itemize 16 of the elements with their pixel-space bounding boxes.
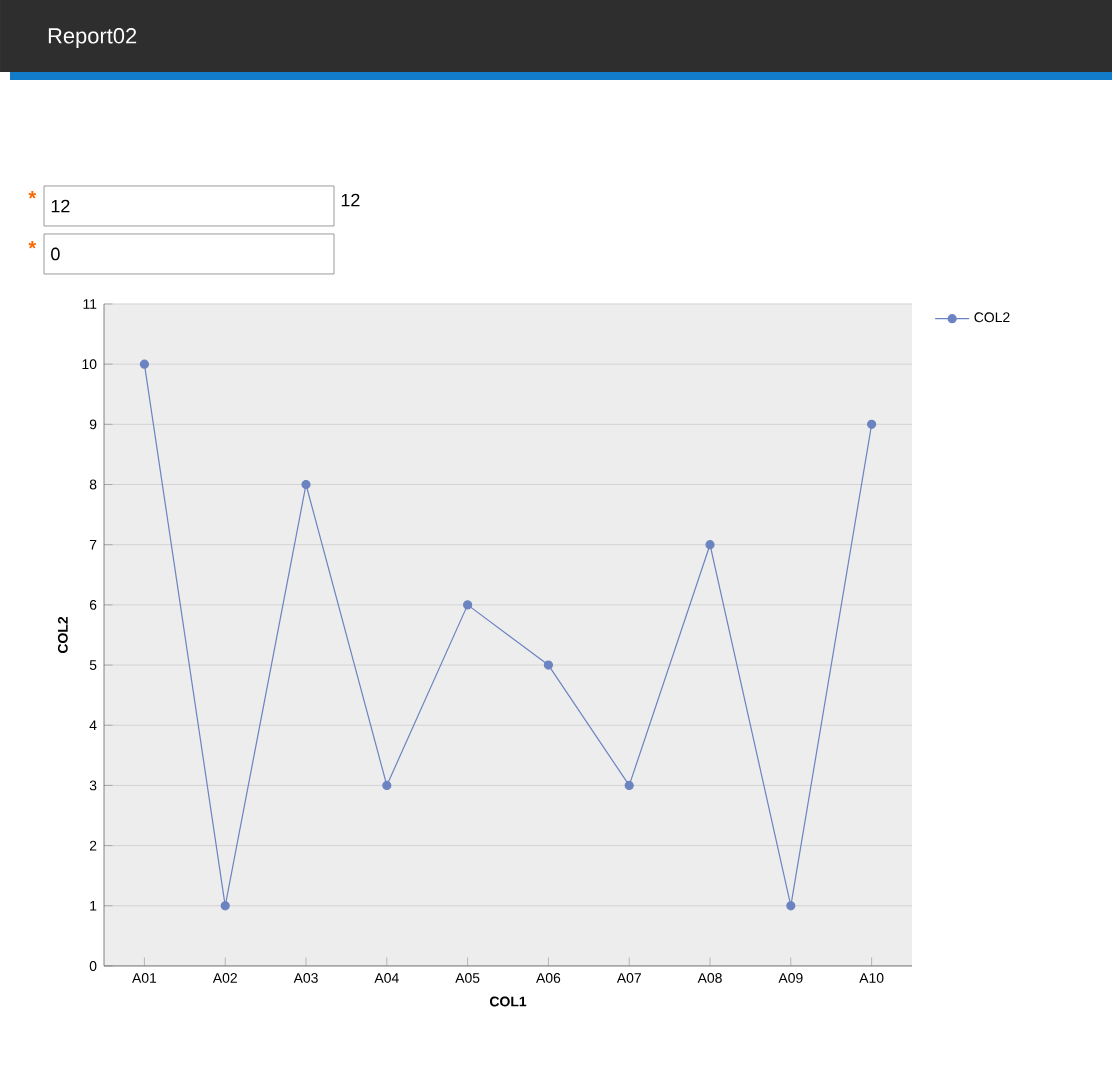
- text: 12: [51, 199, 70, 213]
- point: [786, 901, 796, 911]
- point: [382, 780, 392, 791]
- point: [867, 419, 877, 429]
- point: [301, 479, 311, 490]
- point: [543, 660, 554, 670]
- point: [624, 780, 634, 791]
- point: [220, 901, 230, 911]
- text: 0: [51, 247, 60, 261]
- point: [705, 540, 715, 550]
- chart-title: Report02: [48, 28, 137, 48]
- text: *: [28, 241, 37, 249]
- point: [139, 359, 150, 369]
- text: *: [28, 191, 37, 199]
- point: [463, 600, 473, 610]
- text: 12: [341, 193, 360, 207]
